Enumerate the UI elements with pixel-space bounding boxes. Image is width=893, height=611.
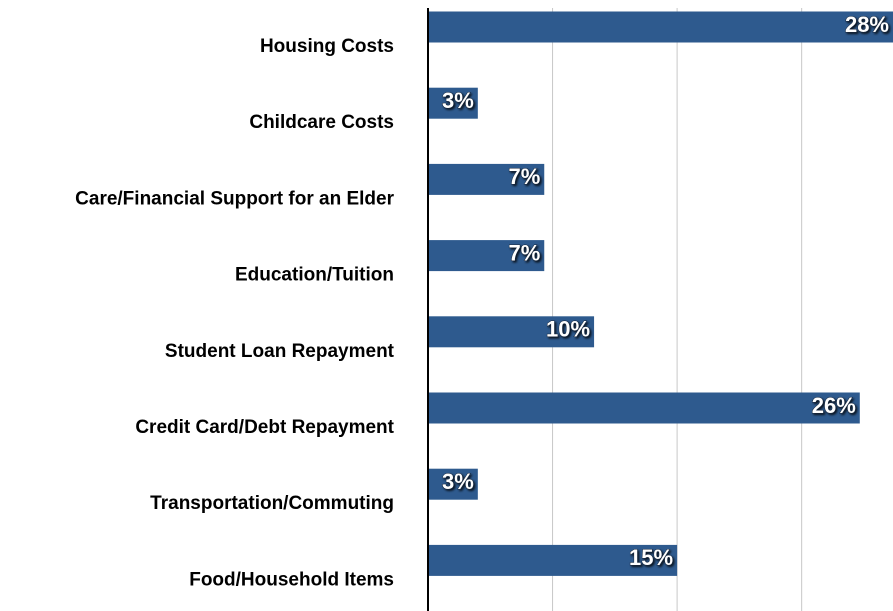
- category-label: Childcare Costs: [249, 112, 394, 133]
- category-label: Student Loan Repayment: [165, 341, 395, 362]
- bar: [428, 87, 478, 119]
- data-label: 10%: [546, 317, 590, 342]
- data-label: 15%: [629, 545, 673, 570]
- bar: [428, 11, 893, 43]
- data-label: 3%: [442, 469, 474, 494]
- category-label: Credit Card/Debt Repayment: [135, 417, 394, 438]
- category-label: Food/Household Items: [189, 569, 394, 590]
- category-label: Care/Financial Support for an Elder: [75, 188, 394, 209]
- bar: [428, 240, 545, 272]
- category-label: Transportation/Commuting: [150, 493, 394, 514]
- bar: [428, 163, 545, 195]
- category-label: Housing Costs: [260, 36, 394, 57]
- category-label: Education/Tuition: [235, 265, 394, 286]
- data-label: 26%: [812, 393, 856, 418]
- data-label: 7%: [508, 240, 540, 265]
- data-label: 3%: [442, 88, 474, 113]
- data-label: 28%: [845, 12, 889, 37]
- bar: [428, 316, 595, 348]
- data-label: 7%: [508, 164, 540, 189]
- bar: [428, 468, 478, 500]
- bar: [428, 392, 860, 424]
- bar: [428, 544, 678, 576]
